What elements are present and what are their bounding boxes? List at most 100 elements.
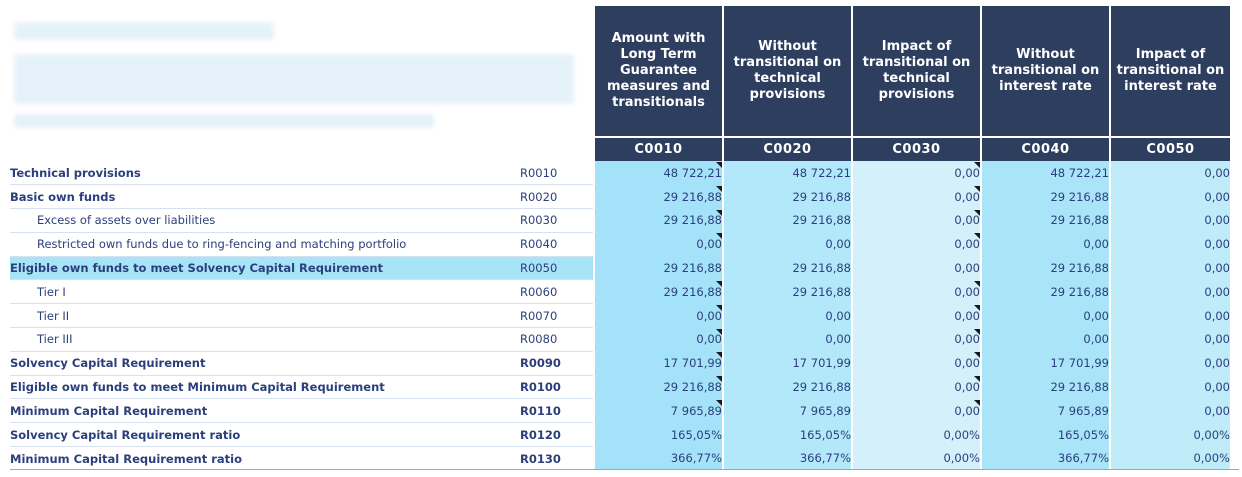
value-cell[interactable]: 0,00 (593, 232, 723, 257)
value-cell[interactable]: 29 216,88 (980, 375, 1110, 399)
comment-marker-icon[interactable] (716, 185, 722, 192)
value-cell[interactable]: 29 216,88 (722, 256, 852, 280)
value-cell[interactable]: 0,00 (1109, 351, 1230, 376)
value-cell[interactable]: 29 216,88 (722, 279, 852, 304)
value-cell[interactable]: 48 722,21 (722, 161, 852, 185)
value-cell[interactable]: 0,00 (1109, 398, 1230, 423)
value-cell[interactable]: 0,00 (851, 184, 981, 209)
comment-marker-icon[interactable] (716, 162, 722, 168)
value-cell[interactable]: 366,77% (980, 446, 1110, 471)
value-cell[interactable]: 0,00% (1109, 446, 1230, 471)
value-text: 366,77% (1057, 451, 1109, 466)
value-cell[interactable]: 48 722,21 (980, 161, 1110, 185)
value-cell[interactable]: 165,05% (593, 422, 723, 447)
value-cell[interactable]: 0,00 (722, 232, 852, 257)
comment-marker-icon[interactable] (716, 280, 722, 287)
comment-marker-icon[interactable] (974, 304, 980, 311)
comment-marker-icon[interactable] (974, 328, 980, 335)
comment-marker-icon[interactable] (974, 280, 980, 287)
value-cell[interactable]: 48 722,21 (593, 161, 723, 185)
comment-marker-icon[interactable] (974, 185, 980, 192)
comment-marker-icon[interactable] (716, 376, 722, 383)
value-cell[interactable]: 29 216,88 (980, 184, 1110, 209)
value-cell[interactable]: 0,00 (851, 232, 981, 257)
value-cell[interactable]: 0,00 (1109, 327, 1230, 352)
value-text: 0,00 (954, 165, 980, 180)
value-cell[interactable]: 0,00 (851, 303, 981, 328)
value-cell[interactable]: 17 701,99 (593, 351, 723, 376)
comment-marker-icon[interactable] (716, 352, 722, 359)
value-cell[interactable]: 165,05% (980, 422, 1110, 447)
value-cell[interactable]: 7 965,89 (593, 398, 723, 423)
value-cell[interactable]: 17 701,99 (722, 351, 852, 376)
value-cell[interactable]: 0,00 (851, 327, 981, 352)
value-text: 0,00 (954, 403, 980, 418)
value-cell[interactable]: 29 216,88 (593, 184, 723, 209)
value-cell[interactable]: 366,77% (722, 446, 852, 471)
value-cell[interactable]: 0,00 (1109, 279, 1230, 304)
value-cell[interactable]: 0,00 (593, 327, 723, 352)
value-cell[interactable]: 29 216,88 (593, 375, 723, 399)
value-cell[interactable]: 0,00 (1109, 303, 1230, 328)
value-cell[interactable]: 0,00 (851, 161, 981, 185)
value-text: 17 701,99 (792, 356, 851, 371)
value-cell[interactable]: 0,00 (851, 398, 981, 423)
value-cell[interactable]: 29 216,88 (722, 208, 852, 233)
row-code: R0100 (520, 374, 594, 399)
comment-marker-icon[interactable] (716, 328, 722, 335)
value-cell[interactable]: 29 216,88 (722, 375, 852, 399)
value-cell[interactable]: 29 216,88 (722, 184, 852, 209)
comment-marker-icon[interactable] (716, 209, 722, 216)
value-cell[interactable]: 7 965,89 (722, 398, 852, 423)
value-cell[interactable]: 0,00 (851, 256, 981, 280)
value-cell[interactable]: 0,00 (593, 303, 723, 328)
value-text: 165,05% (670, 427, 722, 442)
comment-marker-icon[interactable] (974, 209, 980, 216)
value-cell[interactable]: 0,00% (1109, 422, 1230, 447)
value-cell[interactable]: 29 216,88 (980, 279, 1110, 304)
value-text: 48 722,21 (1050, 165, 1109, 180)
value-cell[interactable]: 0,00 (1109, 256, 1230, 280)
value-text: 0,00 (1204, 308, 1230, 323)
value-cell[interactable]: 0,00 (722, 303, 852, 328)
value-cell[interactable]: 0,00 (1109, 232, 1230, 257)
column-code: C0050 (1109, 136, 1230, 161)
value-cell[interactable]: 0,00 (851, 208, 981, 233)
comment-marker-icon[interactable] (974, 352, 980, 359)
comment-marker-icon[interactable] (716, 304, 722, 311)
value-text: 0,00 (1204, 403, 1230, 418)
row-code: R0120 (520, 422, 594, 447)
value-cell[interactable]: 0,00 (980, 232, 1110, 257)
value-cell[interactable]: 29 216,88 (593, 279, 723, 304)
value-cell[interactable]: 0,00% (851, 446, 981, 471)
value-cell[interactable]: 0,00 (851, 375, 981, 399)
value-cell[interactable]: 0,00 (722, 327, 852, 352)
value-cell[interactable]: 29 216,88 (593, 208, 723, 233)
value-cell[interactable]: 17 701,99 (980, 351, 1110, 376)
value-cell[interactable]: 29 216,88 (980, 256, 1110, 280)
value-cell[interactable]: 0,00 (1109, 161, 1230, 185)
value-cell[interactable]: 29 216,88 (593, 256, 723, 280)
comment-marker-icon[interactable] (716, 233, 722, 240)
value-cell[interactable]: 7 965,89 (980, 398, 1110, 423)
value-text: 0,00% (1193, 427, 1230, 442)
value-text: 0,00 (954, 213, 980, 228)
comment-marker-icon[interactable] (974, 399, 980, 406)
value-cell[interactable]: 0,00 (1109, 375, 1230, 399)
value-cell[interactable]: 0,00 (980, 327, 1110, 352)
value-cell[interactable]: 366,77% (593, 446, 723, 471)
comment-marker-icon[interactable] (716, 399, 722, 406)
comment-marker-icon[interactable] (974, 376, 980, 383)
value-cell[interactable]: 29 216,88 (980, 208, 1110, 233)
value-cell[interactable]: 165,05% (722, 422, 852, 447)
row-label: Restricted own funds due to ring-fencing… (10, 231, 520, 257)
value-cell[interactable]: 0,00 (980, 303, 1110, 328)
value-cell[interactable]: 0,00 (851, 351, 981, 376)
value-cell[interactable]: 0,00 (1109, 208, 1230, 233)
column-header-row: Amount with Long Term Guarantee measures… (10, 6, 1230, 137)
value-cell[interactable]: 0,00 (1109, 184, 1230, 209)
value-cell[interactable]: 0,00 (851, 279, 981, 304)
value-cell[interactable]: 0,00% (851, 422, 981, 447)
comment-marker-icon[interactable] (974, 233, 980, 240)
comment-marker-icon[interactable] (974, 162, 980, 168)
